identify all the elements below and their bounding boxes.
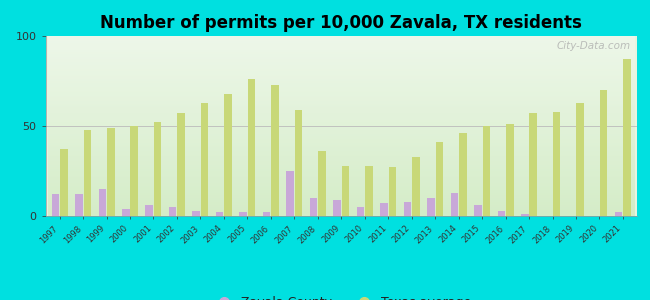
- Bar: [623, 59, 631, 216]
- Bar: [122, 209, 129, 216]
- Bar: [201, 103, 209, 216]
- Bar: [51, 194, 59, 216]
- Bar: [224, 94, 232, 216]
- Bar: [169, 207, 177, 216]
- Bar: [530, 113, 537, 216]
- Bar: [577, 103, 584, 216]
- Bar: [99, 189, 106, 216]
- Bar: [239, 212, 247, 216]
- Bar: [192, 211, 200, 216]
- Bar: [154, 122, 161, 216]
- Bar: [294, 110, 302, 216]
- Bar: [146, 205, 153, 216]
- Bar: [287, 171, 294, 216]
- Bar: [404, 202, 411, 216]
- Bar: [107, 128, 114, 216]
- Bar: [310, 198, 317, 216]
- Bar: [615, 212, 623, 216]
- Bar: [482, 126, 490, 216]
- Bar: [75, 194, 83, 216]
- Bar: [60, 149, 68, 216]
- Bar: [333, 200, 341, 216]
- Bar: [365, 166, 372, 216]
- Bar: [216, 212, 224, 216]
- Bar: [357, 207, 364, 216]
- Title: Number of permits per 10,000 Zavala, TX residents: Number of permits per 10,000 Zavala, TX …: [100, 14, 582, 32]
- Bar: [263, 212, 270, 216]
- Bar: [83, 130, 91, 216]
- Legend: Zavala County, Texas average: Zavala County, Texas average: [206, 291, 476, 300]
- Bar: [498, 211, 505, 216]
- Bar: [474, 205, 482, 216]
- Bar: [506, 124, 514, 216]
- Bar: [389, 167, 396, 216]
- Text: City-Data.com: City-Data.com: [557, 41, 631, 51]
- Bar: [271, 85, 279, 216]
- Bar: [450, 193, 458, 216]
- Bar: [427, 198, 435, 216]
- Bar: [459, 133, 467, 216]
- Bar: [521, 214, 528, 216]
- Bar: [436, 142, 443, 216]
- Bar: [412, 157, 420, 216]
- Bar: [131, 126, 138, 216]
- Bar: [553, 112, 560, 216]
- Bar: [248, 79, 255, 216]
- Bar: [342, 166, 349, 216]
- Bar: [318, 151, 326, 216]
- Bar: [600, 90, 607, 216]
- Bar: [177, 113, 185, 216]
- Bar: [380, 203, 387, 216]
